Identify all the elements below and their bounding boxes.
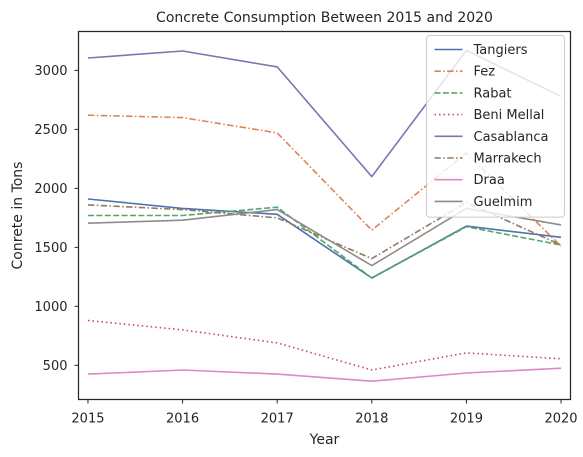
y-tick-label: 2000 bbox=[34, 182, 67, 197]
legend-label: Fez bbox=[474, 65, 496, 80]
legend-label: Rabat bbox=[474, 86, 512, 101]
series-line-draa bbox=[87, 367, 562, 383]
y-axis-ticks: 500 1000 1500 2000 2500 3000 bbox=[34, 64, 79, 374]
x-tick-label: 2020 bbox=[544, 412, 577, 427]
x-axis-label: Year bbox=[309, 432, 340, 448]
x-axis-ticks: 2015 2016 2017 2018 2019 2020 bbox=[71, 399, 578, 427]
y-tick-label: 1500 bbox=[34, 241, 67, 256]
y-tick-label: 2500 bbox=[34, 123, 67, 138]
legend-label: Tangiers bbox=[473, 43, 528, 58]
y-tick-label: 3000 bbox=[34, 64, 67, 79]
legend-label: Marrakech bbox=[474, 152, 542, 167]
legend-box bbox=[426, 35, 565, 218]
chart-title: Concrete Consumption Between 2015 and 20… bbox=[156, 10, 493, 26]
x-tick-label: 2015 bbox=[71, 412, 104, 427]
legend-label: Draa bbox=[474, 173, 505, 188]
legend-label: Guelmim bbox=[474, 195, 533, 210]
x-tick-label: 2018 bbox=[355, 412, 388, 427]
y-axis-label: Conrete in Tons bbox=[10, 162, 26, 270]
legend-label: Casablanca bbox=[474, 130, 549, 145]
y-tick-label: 500 bbox=[43, 359, 68, 374]
series-line-beni-mellal bbox=[87, 319, 562, 371]
x-tick-label: 2019 bbox=[450, 412, 483, 427]
x-tick-label: 2017 bbox=[261, 412, 294, 427]
legend-label: Beni Mellal bbox=[474, 108, 545, 123]
x-tick-label: 2016 bbox=[166, 412, 199, 427]
series-line-tangiers bbox=[87, 198, 562, 279]
legend: Tangiers Fez Rabat Beni Mellal Casablanca Mar… bbox=[426, 35, 565, 218]
y-tick-label: 1000 bbox=[34, 300, 67, 315]
series-line-rabat bbox=[88, 206, 562, 279]
plot-area bbox=[77, 30, 572, 401]
